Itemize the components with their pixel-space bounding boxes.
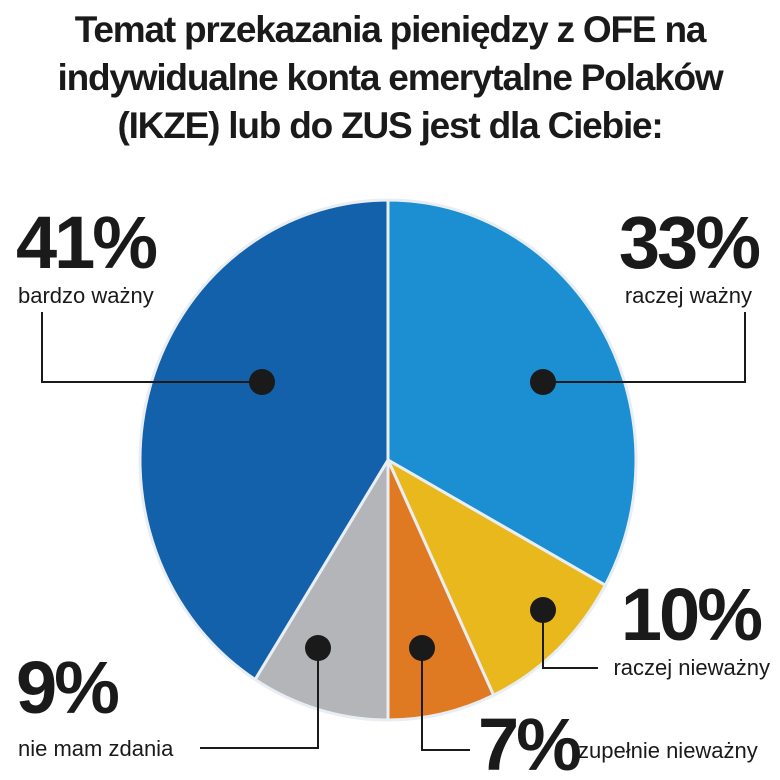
- category-label: zupełnie nieważny: [578, 738, 758, 763]
- value-label: 7%: [478, 703, 580, 780]
- value-label: 10%: [621, 573, 761, 656]
- leader-line: [200, 648, 319, 749]
- leader-line: [421, 648, 470, 751]
- value-label: 33%: [619, 201, 759, 284]
- value-label: 41%: [16, 201, 156, 284]
- leader-line: [543, 312, 746, 383]
- leader-dot: [249, 369, 275, 395]
- pie-slice: [386, 198, 638, 588]
- leader-dot: [409, 635, 435, 661]
- leader-line: [41, 312, 262, 383]
- value-label: 9%: [16, 646, 118, 729]
- pie-slice: [384, 456, 608, 698]
- leader-dot: [305, 635, 331, 661]
- leader-dot: [530, 597, 556, 623]
- category-label: bardzo ważny: [18, 283, 154, 308]
- category-label: raczej nieważny: [613, 655, 770, 680]
- chart-title: Temat przekazania pieniędzy z OFE na ind…: [57, 9, 724, 146]
- leader-line: [542, 610, 598, 669]
- pie-slice: [138, 198, 390, 682]
- category-label: raczej ważny: [625, 283, 752, 308]
- category-label: nie mam zdania: [18, 736, 174, 761]
- leader-dot: [530, 369, 556, 395]
